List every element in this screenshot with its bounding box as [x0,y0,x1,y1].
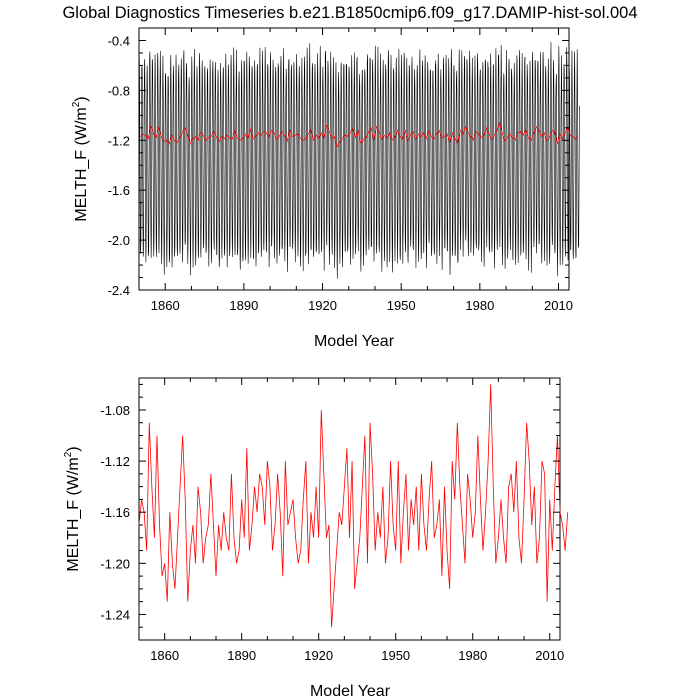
y-axis-label: MELTH_F (W/m2) [71,96,90,221]
y-tick-label: -1.12 [100,454,130,469]
x-tick-label: 1890 [229,298,258,313]
x-tick-label: 2010 [535,648,564,663]
y-tick-label: -2.0 [108,233,130,248]
y-tick-label: -1.24 [100,607,130,622]
y-tick-labels: -1.24 -1.20 -1.16 -1.12 -1.08 [100,403,130,622]
x-tick-label: 1950 [381,648,410,663]
series-layer [138,384,569,628]
x-tick-label: 1980 [458,648,487,663]
plot-frame [138,377,561,641]
y-axis-label-main: MELTH_F (W/m [73,107,90,221]
y-axis-label-close: ) [73,96,90,101]
y-tick-label: -1.20 [100,556,130,571]
x-tick-label: 1950 [387,298,416,313]
x-tick-labels: 1860 1890 1920 1950 1980 2010 [150,648,564,663]
figure-title: Global Diagnostics Timeseries b.e21.B185… [62,4,637,22]
x-tick-labels: 1860 1890 1920 1950 1980 2010 [151,298,573,313]
y-tick-label: -0.4 [108,33,130,48]
plot-frame [138,27,570,291]
y-axis-label: MELTH_F (W/m2) [63,446,82,571]
annual-mean-line [140,121,579,148]
y-tick-label: -0.8 [108,83,130,98]
x-tick-label: 1890 [227,648,256,663]
x-tick-label: 1860 [150,648,179,663]
y-tick-label: -1.2 [108,133,130,148]
x-tick-label: 1920 [304,648,333,663]
ticks-layer [138,378,560,641]
series-layer [138,42,580,279]
y-axis-label-close: ) [65,446,82,451]
ticks-layer [138,27,569,291]
x-tick-label: 1920 [308,298,337,313]
y-tick-label: -1.08 [100,403,130,418]
monthly-series-line [138,42,580,279]
monthly-timeseries-plot: 1860 1890 1920 1950 1980 2010 -2.4 -2.0 -1.6 -1.… [71,27,580,350]
y-axis-label-main: MELTH_F (W/m [65,457,82,571]
y-tick-label: -1.16 [100,505,130,520]
x-axis-label: Model Year [314,333,395,350]
x-tick-label: 2010 [544,298,573,313]
x-axis-label: Model Year [310,683,391,700]
annual-mean-line [138,384,569,628]
x-tick-label: 1980 [465,298,494,313]
y-tick-labels: -2.4 -2.0 -1.6 -1.2 -0.8 -0.4 [108,33,130,298]
y-tick-label: -2.4 [108,283,130,298]
y-tick-label: -1.6 [108,183,130,198]
y-axis-label-superscript: 2 [63,451,74,457]
annual-mean-plot: 1860 1890 1920 1950 1980 2010 -1.24 -1.20 -1.16… [63,377,569,700]
x-tick-label: 1860 [151,298,180,313]
y-axis-label-superscript: 2 [71,101,82,107]
